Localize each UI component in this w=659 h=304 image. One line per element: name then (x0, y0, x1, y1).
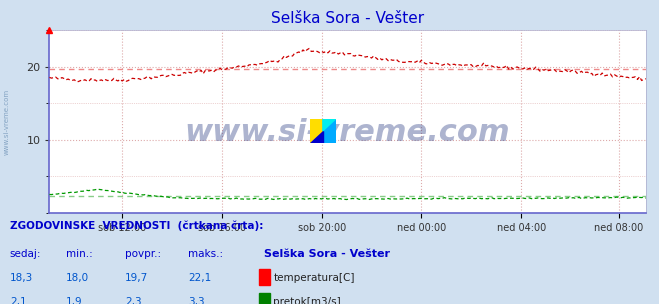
Text: 22,1: 22,1 (188, 273, 211, 283)
Polygon shape (323, 119, 336, 131)
Text: 2,1: 2,1 (10, 297, 26, 304)
Text: 3,3: 3,3 (188, 297, 204, 304)
Text: www.si-vreme.com: www.si-vreme.com (3, 88, 10, 155)
Text: povpr.:: povpr.: (125, 249, 161, 259)
Bar (323, 119, 336, 143)
Bar (259, 269, 270, 285)
Text: temperatura[C]: temperatura[C] (273, 273, 355, 283)
Bar (259, 292, 270, 304)
Text: sedaj:: sedaj: (10, 249, 42, 259)
Text: min.:: min.: (66, 249, 93, 259)
Title: Selška Sora - Vešter: Selška Sora - Vešter (271, 12, 424, 26)
Text: ZGODOVINSKE  VREDNOSTI  (črtkana črta):: ZGODOVINSKE VREDNOSTI (črtkana črta): (10, 220, 263, 231)
Text: www.si-vreme.com: www.si-vreme.com (185, 118, 511, 147)
Text: 18,0: 18,0 (66, 273, 89, 283)
Polygon shape (310, 131, 323, 143)
Text: Selška Sora - Vešter: Selška Sora - Vešter (264, 249, 389, 259)
Text: 18,3: 18,3 (10, 273, 33, 283)
Bar (310, 119, 323, 143)
Text: 19,7: 19,7 (125, 273, 148, 283)
Text: 2,3: 2,3 (125, 297, 142, 304)
Text: pretok[m3/s]: pretok[m3/s] (273, 297, 341, 304)
Text: maks.:: maks.: (188, 249, 223, 259)
Text: 1,9: 1,9 (66, 297, 82, 304)
